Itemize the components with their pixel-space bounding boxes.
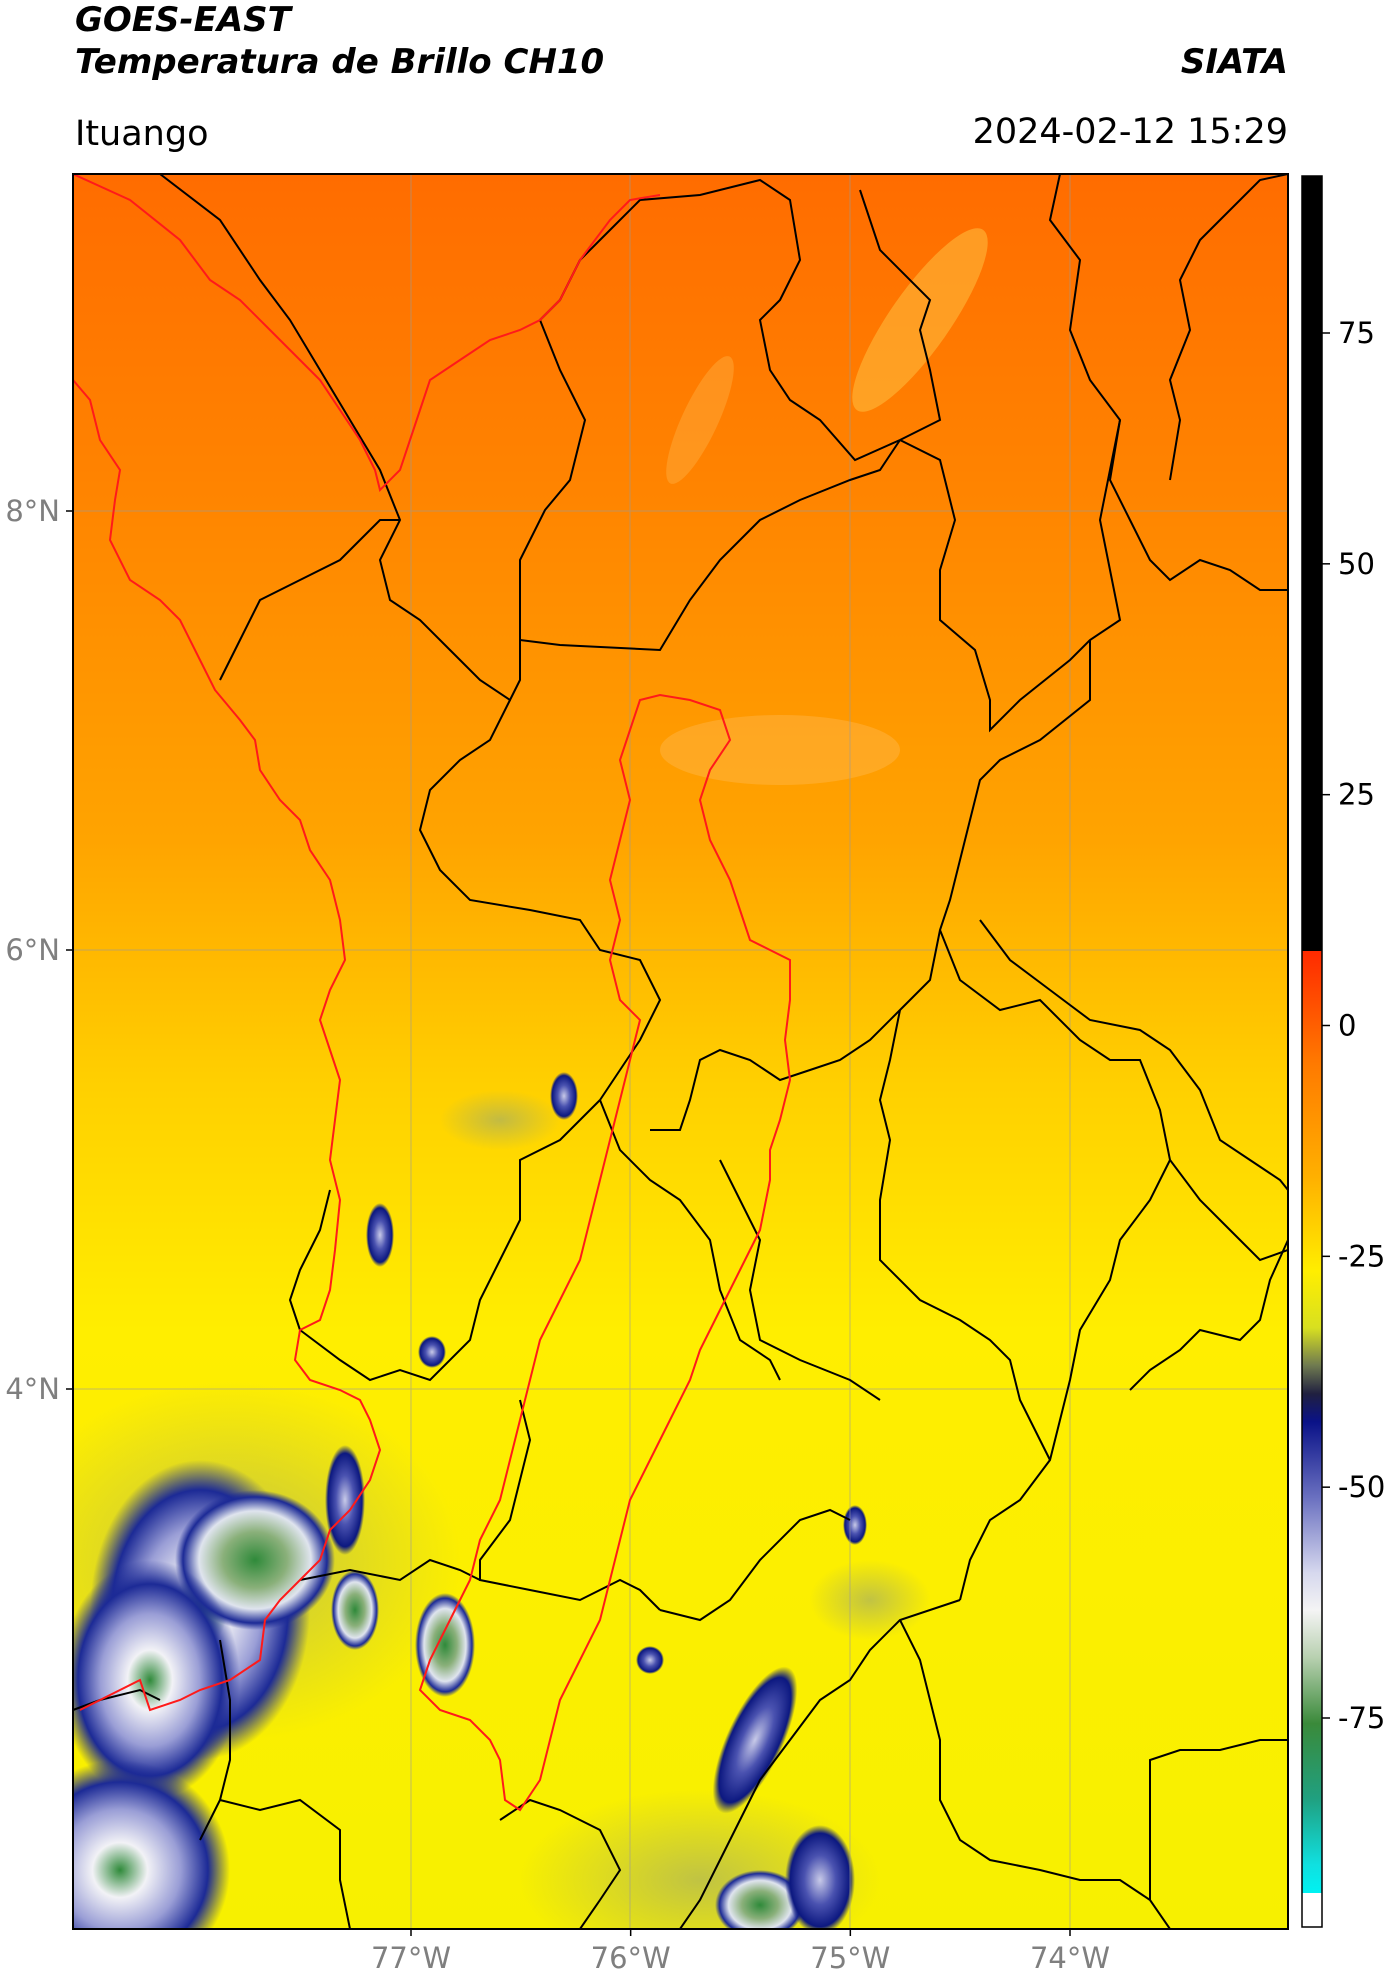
colorbar-tick-label: -75	[1338, 1701, 1384, 1735]
colorbar-tick-label: 25	[1338, 778, 1375, 812]
colorbar-frame	[1301, 175, 1323, 1928]
colorbar-warm-black	[1302, 176, 1322, 951]
colorbar: 75 50 25 0 -25 -50 -75	[1301, 175, 1384, 1928]
latitude-labels: 8°N 6°N 4°N	[5, 494, 73, 1406]
colorbar-gradient	[1302, 951, 1322, 1893]
colorbar-tick-label: 50	[1338, 547, 1375, 581]
lat-tick-label: 6°N	[5, 933, 60, 967]
organization-label: SIATA	[1180, 42, 1288, 82]
colorbar-tick-label: -50	[1338, 1470, 1384, 1504]
map-frame	[72, 173, 1289, 1930]
colorbar-tick-label: 0	[1338, 1009, 1356, 1043]
lon-tick-label: 76°W	[591, 1941, 671, 1975]
coast-and-region-outline	[73, 174, 792, 1812]
timestamp-label: 2024-02-12 15:29	[972, 112, 1288, 152]
lat-tick-label: 4°N	[5, 1372, 60, 1406]
location-label: Ituango	[75, 114, 209, 154]
title-product: Temperatura de Brillo CH10	[75, 42, 605, 82]
brightness-temperature-field	[73, 174, 1288, 1929]
longitude-labels: 77°W 76°W 75°W 74°W	[371, 1929, 1110, 1975]
department-borders	[73, 174, 1288, 1929]
lon-tick-label: 77°W	[371, 1941, 451, 1975]
lat-tick-label: 8°N	[5, 494, 60, 528]
colorbar-cold-white	[1302, 1893, 1322, 1927]
title-satellite: GOES-EAST	[75, 0, 291, 40]
lon-tick-label: 74°W	[1030, 1941, 1110, 1975]
colorbar-tick-label: 75	[1338, 316, 1375, 350]
graticule	[73, 174, 1288, 1929]
lon-tick-label: 75°W	[810, 1941, 890, 1975]
colorbar-ticks: 75 50 25 0 -25 -50 -75	[1322, 316, 1384, 1735]
colorbar-tick-label: -25	[1338, 1239, 1384, 1273]
